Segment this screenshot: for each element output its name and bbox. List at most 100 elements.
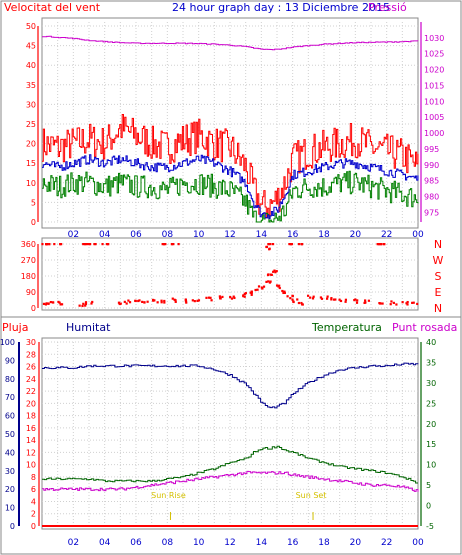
x-tick-label-top: 18 (318, 230, 330, 240)
temp-tick-label: 15 (426, 440, 436, 449)
pressure-tick-label: 1025 (424, 50, 444, 59)
direction-point (59, 303, 62, 306)
x-tick-label-bottom: 02 (68, 538, 79, 548)
direction-point (156, 301, 159, 304)
pressure-tick-label: 1000 (424, 129, 444, 138)
direction-point (81, 304, 84, 308)
direction-point (78, 304, 81, 307)
humidity-tick-label: 50 (5, 430, 15, 439)
direction-point (344, 298, 348, 301)
temp-tick-label: 40 (426, 338, 436, 347)
direction-point (389, 303, 392, 306)
direction-point (57, 300, 60, 304)
direction-point (297, 243, 301, 246)
direction-point (269, 280, 272, 283)
x-tick-label-bottom: 16 (287, 538, 299, 548)
direction-point (193, 300, 196, 303)
wind-tick-label: 15 (26, 159, 36, 168)
compass-label: N (434, 302, 442, 315)
direction-point (209, 296, 212, 299)
direction-point (118, 302, 121, 306)
x-tick-label-bottom: 12 (224, 538, 235, 548)
direction-point (210, 299, 213, 302)
direction-point (332, 298, 336, 301)
x-tick-label-bottom: 10 (193, 538, 205, 548)
direction-point (395, 303, 398, 306)
temp-tick-label: 35 (426, 358, 436, 367)
x-tick-label-top: 00 (412, 230, 424, 240)
wind-tick-label: 35 (26, 81, 36, 90)
rain-tick-label: 16 (26, 424, 36, 433)
direction-point (146, 300, 149, 303)
direction-point (288, 243, 291, 246)
direction-point (301, 303, 304, 306)
direction-point (392, 301, 395, 305)
direction-point (296, 298, 299, 301)
x-tick-label-bottom: 14 (256, 538, 268, 548)
rain-tick-label: 28 (26, 350, 36, 359)
pressure-tick-label: 975 (424, 208, 439, 217)
direction-point (93, 243, 96, 246)
x-tick-label-bottom: 20 (350, 538, 362, 548)
rain-tick-label: 4 (31, 497, 36, 506)
rain-tick-label: 26 (26, 363, 36, 372)
x-tick-label-bottom: 08 (162, 538, 174, 548)
direction-tick-label: 0 (31, 304, 36, 313)
direction-tick-label: 90 (26, 288, 36, 297)
direction-point (256, 288, 259, 291)
direction-point (184, 300, 188, 303)
direction-point (260, 286, 263, 289)
rain-tick-label: 24 (26, 375, 36, 384)
direction-point (289, 297, 292, 300)
direction-point (297, 301, 301, 305)
wind-average-line (42, 154, 419, 220)
humidity-tick-label: 70 (5, 393, 15, 402)
wind-tick-label: 5 (31, 198, 36, 207)
wind-gust-line (42, 114, 419, 219)
direction-point (405, 302, 408, 305)
direction-point (267, 243, 270, 246)
rain-label: Pluja (2, 321, 28, 334)
direction-point (306, 294, 310, 297)
direction-point (82, 243, 85, 246)
pressure-tick-label: 1030 (424, 34, 444, 43)
humidity-tick-label: 10 (5, 504, 15, 513)
wind-tick-label: 25 (26, 120, 36, 129)
direction-point (312, 295, 315, 298)
x-tick-label-bottom: 22 (381, 538, 392, 548)
direction-point (60, 303, 64, 306)
direction-point (207, 296, 211, 299)
compass-label: S (435, 270, 442, 283)
direction-point (233, 296, 236, 300)
direction-tick-label: 270 (21, 256, 36, 265)
direction-point (272, 270, 275, 273)
direction-point (363, 301, 366, 305)
direction-point (390, 300, 393, 303)
x-tick-label-top: 10 (193, 230, 205, 240)
pressure-tick-label: 1005 (424, 113, 444, 122)
direction-point (83, 243, 87, 246)
direction-point (106, 243, 110, 246)
direction-point (152, 299, 155, 302)
direction-point (292, 300, 295, 303)
compass-label: E (435, 286, 442, 299)
direction-point (250, 290, 253, 293)
rain-tick-label: 2 (31, 510, 36, 519)
direction-point (265, 280, 268, 284)
direction-point (163, 299, 166, 303)
rain-tick-label: 0 (31, 522, 36, 531)
direction-tick-label: 180 (21, 272, 36, 281)
wind-speed-label: Velocitat del vent (4, 1, 101, 14)
direction-point (163, 243, 166, 246)
direction-point (326, 295, 329, 298)
direction-point (269, 243, 272, 246)
direction-point (127, 299, 130, 302)
direction-point (171, 297, 174, 300)
direction-point (172, 243, 175, 246)
direction-point (94, 243, 97, 246)
direction-point (101, 243, 104, 246)
direction-point (262, 285, 266, 288)
wind-tick-label: 10 (26, 179, 36, 188)
direction-point (290, 243, 294, 246)
